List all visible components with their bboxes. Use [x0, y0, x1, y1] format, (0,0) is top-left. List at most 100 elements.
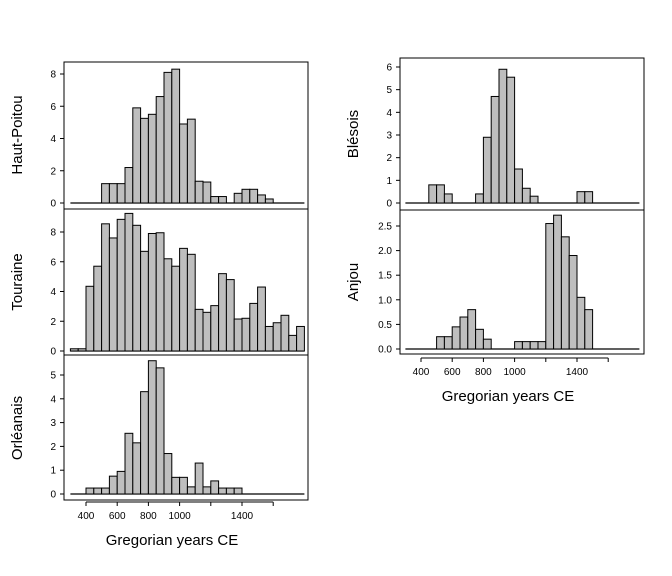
bar [560, 236, 570, 350]
x-axis-label: Gregorian years CE [106, 532, 239, 549]
bar [280, 314, 290, 352]
bar [537, 341, 547, 350]
bar [568, 255, 578, 350]
bar [179, 123, 188, 204]
bar [171, 68, 181, 204]
bar [436, 336, 445, 350]
bar [584, 309, 594, 350]
bar [459, 316, 469, 350]
y-tick-label: 3 [386, 131, 392, 142]
y-tick-label: 0.5 [378, 320, 392, 331]
bar [264, 325, 274, 352]
bar [116, 183, 126, 204]
y-tick-label: 1.5 [378, 271, 392, 282]
bar [443, 193, 453, 204]
bar [132, 107, 142, 204]
plot-frame [399, 209, 645, 355]
bar [202, 181, 212, 204]
y-axis-label: Anjou [345, 263, 362, 301]
bar [296, 325, 305, 352]
y-tick-label: 5 [386, 85, 392, 96]
bar [140, 250, 149, 352]
bar [147, 360, 157, 495]
bar [521, 341, 531, 350]
bar [241, 188, 251, 204]
bar [482, 338, 492, 350]
y-tick-label: 0 [50, 347, 56, 358]
bar [155, 96, 165, 204]
x-tick-label: 1400 [566, 367, 589, 378]
bar [108, 475, 118, 495]
y-tick-label: 4 [50, 287, 56, 298]
bar [210, 305, 220, 352]
y-tick-label: 3 [50, 418, 56, 429]
y-tick-label: 0 [386, 199, 392, 210]
panel-orléanais: 0 1 2 3 4 5 Orléanais 400 600 800 1000 1400 Gregoria… [9, 354, 309, 549]
bar [147, 113, 157, 204]
y-tick-label: 4 [50, 134, 56, 145]
bar [140, 391, 149, 495]
bar [545, 223, 555, 350]
bar [576, 191, 586, 204]
bar [553, 214, 562, 350]
y-tick-label: 1.0 [378, 295, 392, 306]
y-tick-label: 0 [50, 199, 56, 210]
bar [233, 487, 243, 495]
bar [163, 453, 173, 495]
bar [124, 432, 134, 495]
y-tick-label: 8 [50, 228, 56, 239]
bar [529, 341, 539, 350]
y-tick-label: 2.0 [378, 246, 392, 257]
bar [163, 258, 173, 352]
bar [443, 336, 453, 350]
y-tick-label: 2 [50, 317, 56, 328]
bar [257, 286, 266, 352]
bar [186, 486, 196, 495]
panel-blésois: 0 1 2 3 4 5 6 Blésois [345, 57, 645, 211]
bar [218, 487, 227, 495]
bar [451, 326, 461, 350]
bar [475, 193, 484, 204]
y-tick-label: 2 [50, 442, 56, 453]
bar [233, 318, 243, 352]
y-axis-label: Blésois [345, 110, 362, 158]
y-tick-label: 2.5 [378, 222, 392, 233]
bar [171, 476, 181, 495]
bar [490, 95, 500, 204]
x-axis-label: Gregorian years CE [442, 388, 575, 405]
bar [498, 68, 508, 204]
bar [506, 76, 516, 204]
y-tick-label: 8 [50, 70, 56, 81]
bar [233, 192, 243, 204]
bar [467, 309, 477, 350]
bar [85, 487, 95, 495]
bar [77, 348, 87, 352]
y-axis-label: Touraine [9, 253, 26, 311]
x-tick-label: 1000 [503, 367, 526, 378]
bar [529, 195, 539, 204]
bar [257, 194, 266, 204]
bar [155, 367, 165, 495]
bar [288, 334, 298, 352]
bar [514, 341, 523, 350]
bar [147, 232, 157, 352]
y-axis-label: Haut-Poitou [9, 95, 26, 174]
x-tick-label: 1000 [168, 511, 191, 522]
y-tick-label: 1 [386, 176, 392, 187]
bar [116, 470, 126, 495]
bar [101, 487, 110, 495]
y-tick-label: 0 [50, 490, 56, 501]
bar [93, 487, 103, 495]
bar [249, 188, 259, 204]
y-tick-label: 0.0 [378, 345, 392, 356]
bar [186, 118, 196, 204]
bar [179, 476, 188, 495]
y-tick-label: 6 [386, 63, 392, 74]
bar [436, 184, 445, 204]
bar [116, 218, 126, 352]
bar [186, 253, 196, 352]
bar [155, 232, 165, 352]
bar [194, 308, 204, 352]
bar [241, 317, 251, 352]
